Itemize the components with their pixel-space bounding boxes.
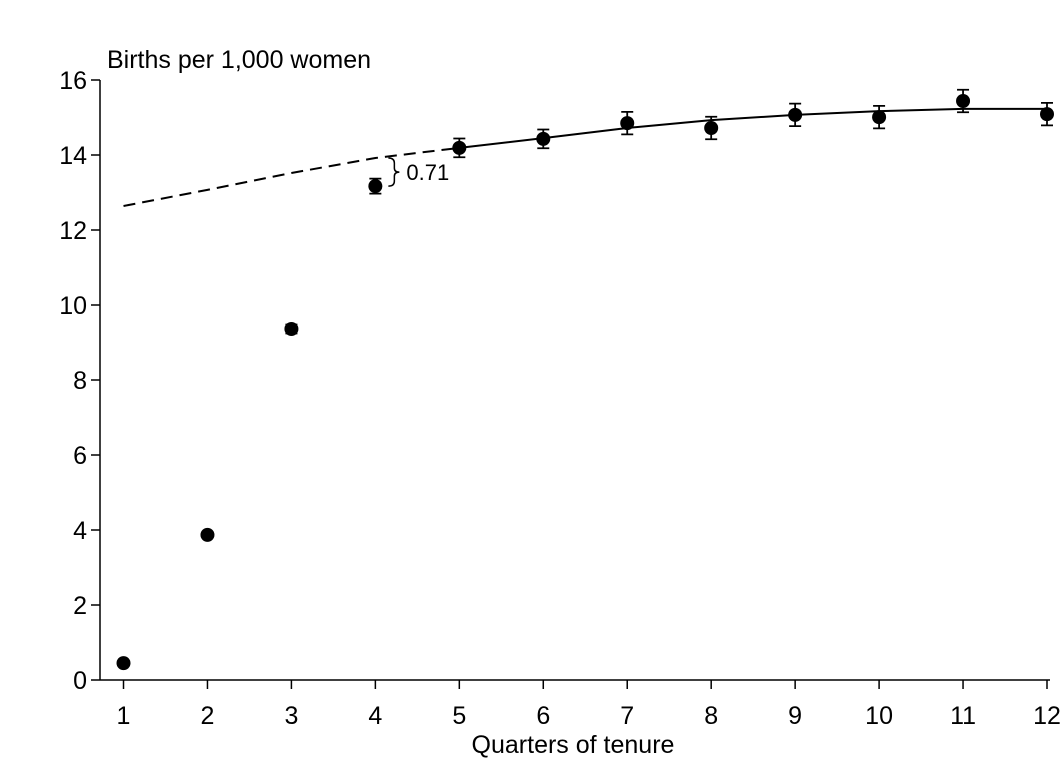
x-axis-label: Quarters of tenure — [472, 731, 675, 759]
x-tick-label: 8 — [704, 702, 718, 730]
x-tick-label: 3 — [284, 702, 298, 730]
point — [200, 527, 215, 542]
y-tick-label: 16 — [59, 67, 87, 95]
annotation: 0.71 — [406, 160, 449, 185]
x-tick-label: 7 — [620, 702, 634, 730]
point — [1040, 107, 1054, 122]
x-tick-label: 6 — [536, 702, 550, 730]
y-axis-label: Births per 1,000 women — [107, 46, 371, 74]
point — [872, 110, 887, 125]
point — [704, 121, 719, 135]
y-tick-label: 4 — [73, 517, 87, 545]
x-tick-label: 5 — [452, 702, 466, 730]
point — [368, 179, 383, 194]
point — [536, 131, 551, 146]
x-tick-label: 4 — [368, 702, 382, 730]
x-tick-label: 11 — [950, 702, 976, 730]
point — [452, 140, 467, 155]
y-tick-label: 14 — [59, 142, 87, 170]
x-tick-label: 1 — [117, 702, 131, 730]
x-tick-label: 10 — [865, 702, 893, 730]
fit-line — [123, 146, 460, 207]
point — [116, 656, 131, 671]
point — [620, 116, 635, 131]
x-tick-label: 12 — [1033, 702, 1061, 730]
y-tick-label: 6 — [73, 442, 87, 470]
x-tick-label: 2 — [201, 702, 215, 730]
y-tick-label: 12 — [59, 217, 87, 245]
point — [284, 322, 299, 336]
y-tick-label: 2 — [73, 592, 87, 620]
point — [956, 94, 971, 108]
brace — [388, 157, 400, 187]
x-tick-label: 9 — [788, 702, 802, 730]
y-tick-label: 10 — [59, 292, 87, 320]
y-tick-label: 0 — [73, 667, 87, 695]
point — [788, 107, 803, 122]
y-tick-label: 8 — [73, 367, 87, 395]
fit-line — [459, 107, 1047, 149]
